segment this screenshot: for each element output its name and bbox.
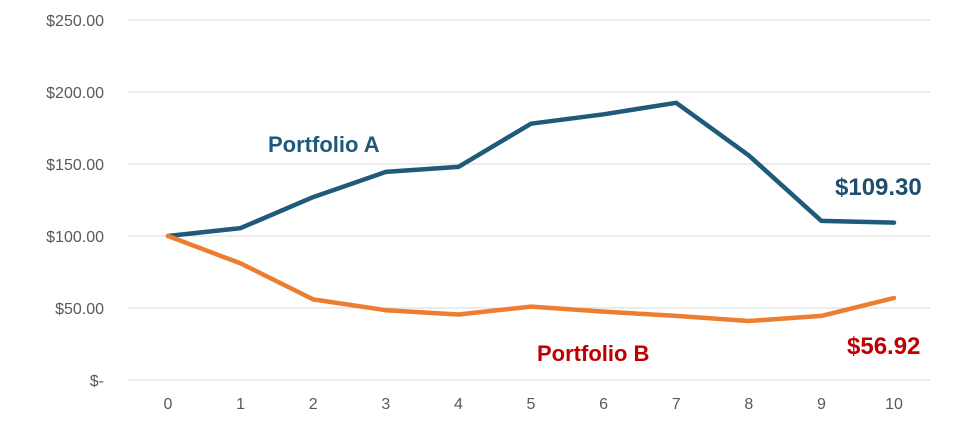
x-tick-label: 10 bbox=[885, 396, 903, 413]
series-a-name-label: Portfolio A bbox=[268, 132, 380, 157]
series-a-end-value-label: $109.30 bbox=[835, 174, 922, 201]
y-tick-label: $100.00 bbox=[46, 229, 104, 246]
y-tick-label: $200.00 bbox=[46, 85, 104, 102]
series-b-end-value-label: $56.92 bbox=[847, 333, 920, 360]
x-tick-label: 9 bbox=[817, 396, 826, 413]
y-axis-tick-labels: $- $50.00 $100.00 $150.00 $200.00 $250.00 bbox=[46, 13, 104, 390]
y-tick-label: $150.00 bbox=[46, 157, 104, 174]
x-tick-label: 2 bbox=[309, 396, 318, 413]
y-tick-label: $50.00 bbox=[55, 301, 104, 318]
x-axis-tick-labels: 0 1 2 3 4 5 6 7 8 9 10 bbox=[164, 396, 903, 413]
series-line-a bbox=[165, 100, 897, 239]
series-labels: Portfolio A Portfolio B $109.30 $56.92 bbox=[268, 132, 922, 366]
gridlines bbox=[128, 19, 930, 381]
series-line-b bbox=[165, 233, 897, 324]
x-tick-label: 7 bbox=[672, 396, 681, 413]
x-tick-label: 4 bbox=[454, 396, 463, 413]
x-tick-label: 5 bbox=[527, 396, 536, 413]
x-tick-label: 1 bbox=[236, 396, 245, 413]
series-b-name-label: Portfolio B bbox=[537, 341, 649, 366]
x-tick-label: 8 bbox=[744, 396, 753, 413]
x-tick-label: 0 bbox=[164, 396, 173, 413]
x-tick-label: 6 bbox=[599, 396, 608, 413]
y-tick-label: $- bbox=[90, 373, 104, 390]
series-lines bbox=[165, 100, 897, 324]
y-tick-label: $250.00 bbox=[46, 13, 104, 30]
x-tick-label: 3 bbox=[381, 396, 390, 413]
